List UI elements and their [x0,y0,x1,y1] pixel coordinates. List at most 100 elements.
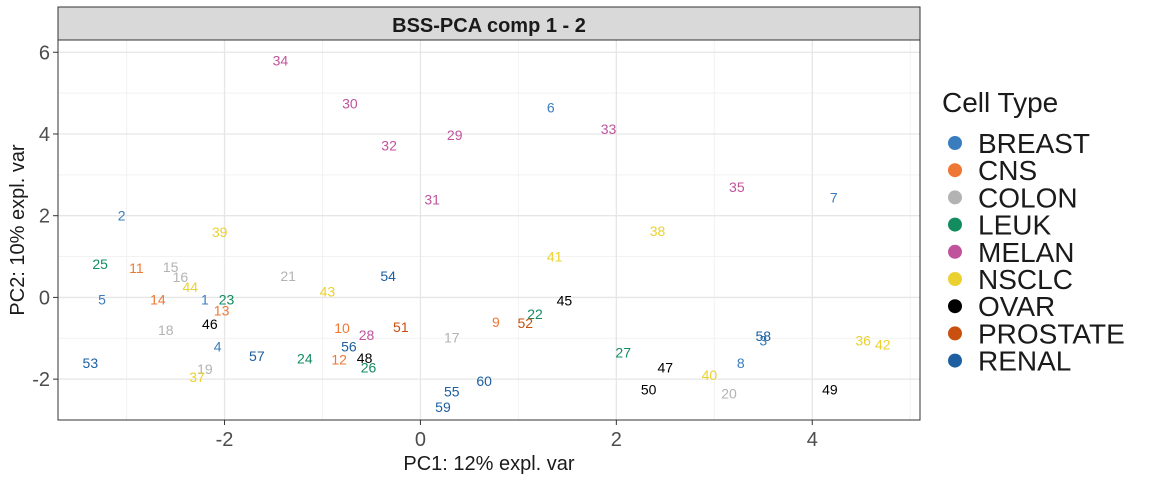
point-label-44: 44 [182,279,198,295]
point-label-5: 5 [98,291,106,307]
point-label-53: 53 [83,355,99,371]
point-labels: 25 14678311141310129151618192117202523242… [83,52,891,414]
point-label-45: 45 [557,292,573,308]
point-label-47: 47 [658,360,674,376]
point-label-18: 18 [158,322,174,338]
point-label-20: 20 [721,385,737,401]
y-tick-label: 2 [39,206,50,228]
legend-key-colon [948,190,962,205]
point-label-59: 59 [435,399,451,415]
legend-key-breast [948,136,962,150]
point-label-28: 28 [359,327,375,343]
legend-label-ovar: OVAR [978,291,1055,322]
point-label-50: 50 [641,381,657,397]
legend-label-breast: BREAST [978,128,1090,159]
legend-label-colon: COLON [978,182,1078,213]
point-label-26: 26 [361,360,377,376]
point-label-34: 34 [273,52,289,68]
point-label-31: 31 [424,191,440,207]
y-tick-label: 0 [39,287,50,309]
point-label-30: 30 [342,95,358,111]
point-label-58: 58 [755,328,771,344]
legend-label-prostate: PROSTATE [978,318,1125,349]
legend-label-nsclc: NSCLC [978,264,1073,295]
chart-title: BSS-PCA comp 1 - 2 [392,15,586,37]
point-label-4: 4 [214,338,222,354]
point-label-39: 39 [212,224,228,240]
legend-label-cns: CNS [978,155,1037,186]
point-label-22: 22 [527,306,543,322]
point-label-60: 60 [476,373,492,389]
legend-key-cns [948,163,962,178]
y-tick-label: 4 [39,124,50,146]
legend-key-melan [948,244,962,259]
point-label-17: 17 [444,329,460,345]
point-label-8: 8 [737,355,745,371]
y-axis-title: PC2: 10% expl. var [7,144,29,316]
legend-key-prostate [948,326,962,341]
point-label-25: 25 [92,256,108,272]
point-label-7: 7 [830,189,838,205]
y-tick-label: -2 [32,369,50,391]
point-label-3: 3 [759,332,767,348]
point-label-35: 35 [729,179,745,195]
point-label-33: 33 [601,121,617,137]
point-label-9: 9 [492,314,500,330]
point-label-43: 43 [320,283,336,299]
x-axis-title: PC1: 12% expl. var [403,453,575,475]
point-label-27: 27 [615,345,631,361]
point-label-24: 24 [297,351,313,367]
point-label-6: 6 [547,99,555,115]
point-label-13: 13 [214,302,230,318]
point-label-52: 52 [517,315,533,331]
point-label-55: 55 [444,383,460,399]
point-label-2: 2 [118,208,126,224]
legend-label-renal: RENAL [978,346,1071,377]
legend-title: Cell Type [942,87,1058,118]
point-label-15: 15 [163,259,179,275]
x-axis: -2 0 2 4 [216,420,818,451]
point-label-49: 49 [822,381,838,397]
major-gridlines [58,40,920,420]
point-label-32: 32 [381,137,397,153]
x-tick-label: 0 [415,429,426,451]
point-label-19: 19 [197,361,213,377]
legend-label-melan: MELAN [978,237,1074,268]
x-tick-label: 2 [611,429,622,451]
point-label-46: 46 [202,316,218,332]
point-label-1: 1 [201,291,209,307]
facet-strip [57,6,921,41]
point-label-42: 42 [875,336,891,352]
point-label-38: 38 [650,223,666,239]
legend: Cell Type BREASTCNSCOLONLEUKMELANNSCLCOV… [942,87,1125,377]
y-axis: -2 0 2 4 6 [32,42,58,391]
point-label-16: 16 [173,269,189,285]
point-label-36: 36 [855,332,871,348]
y-tick-label: 6 [39,42,50,64]
x-tick-label: 4 [807,429,818,451]
legend-items: BREASTCNSCOLONLEUKMELANNSCLCOVARPROSTATE… [948,128,1125,377]
point-label-56: 56 [341,338,357,354]
point-label-57: 57 [249,348,265,364]
legend-key-leuk [948,217,962,232]
point-label-40: 40 [702,367,718,383]
point-label-41: 41 [547,249,563,265]
point-label-21: 21 [280,268,296,284]
point-label-12: 12 [331,352,347,368]
point-label-11: 11 [129,260,144,276]
legend-label-leuk: LEUK [978,210,1051,241]
legend-key-ovar [948,299,962,314]
point-label-51: 51 [393,319,409,335]
point-label-29: 29 [447,127,463,143]
legend-key-renal [948,353,962,368]
plot-panel [58,40,920,420]
legend-key-nsclc [948,272,962,286]
point-label-48: 48 [357,350,373,366]
point-label-54: 54 [380,268,396,284]
point-label-10: 10 [334,320,350,336]
point-label-23: 23 [219,291,235,307]
point-label-37: 37 [189,369,205,385]
point-label-14: 14 [150,291,166,307]
x-tick-label: -2 [216,429,234,451]
